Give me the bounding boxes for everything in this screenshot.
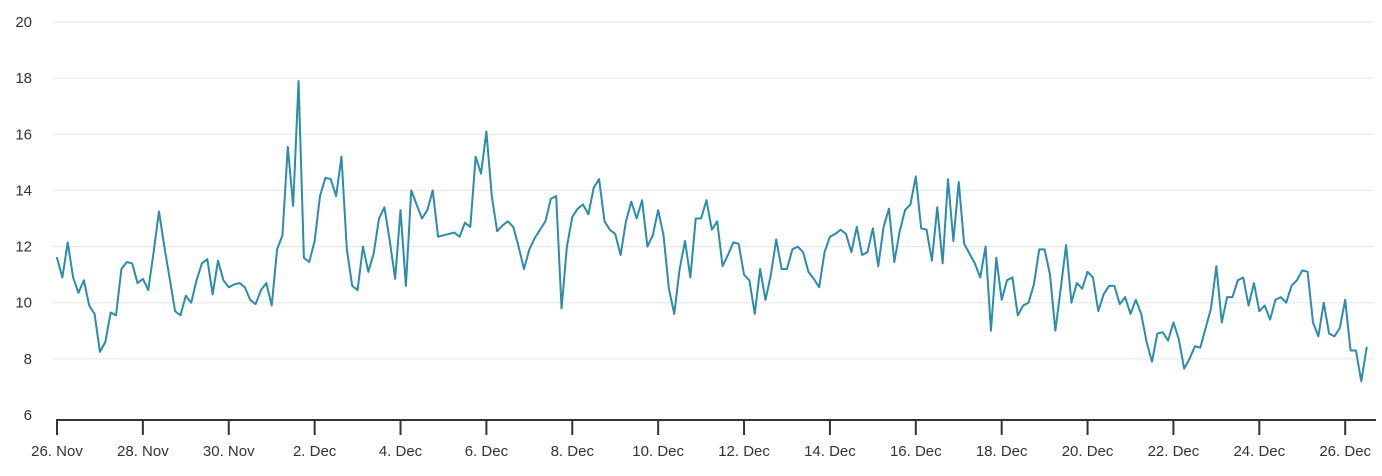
- y-axis-label: 10: [15, 295, 32, 312]
- x-axis-label: 22. Dec: [1148, 443, 1200, 460]
- y-axis-label: 20: [15, 14, 32, 31]
- y-axis-label: 12: [15, 239, 32, 256]
- x-axis-label: 28. Nov: [117, 443, 169, 460]
- x-axis-label: 6. Dec: [465, 443, 509, 460]
- x-axis-label: 14. Dec: [804, 443, 856, 460]
- x-axis-label: 26. Dec: [1319, 443, 1371, 460]
- x-axis-label: 12. Dec: [718, 443, 770, 460]
- x-axis-label: 2. Dec: [293, 443, 337, 460]
- x-axis-label: 10. Dec: [632, 443, 684, 460]
- x-axis-label: 4. Dec: [379, 443, 423, 460]
- y-axis-label: 14: [15, 182, 32, 199]
- y-axis-label: 6: [24, 407, 32, 424]
- x-axis-label: 18. Dec: [976, 443, 1028, 460]
- x-axis-label: 24. Dec: [1233, 443, 1285, 460]
- y-axis-label: 16: [15, 126, 32, 143]
- x-axis-label: 20. Dec: [1062, 443, 1114, 460]
- x-axis-label: 30. Nov: [203, 443, 255, 460]
- series-line[interactable]: [56, 79, 1368, 383]
- y-axis-label: 18: [15, 70, 32, 87]
- y-axis-label: 8: [24, 351, 32, 368]
- x-axis-label: 26. Nov: [31, 443, 83, 460]
- x-axis-label: 8. Dec: [551, 443, 595, 460]
- x-axis-label: 16. Dec: [890, 443, 942, 460]
